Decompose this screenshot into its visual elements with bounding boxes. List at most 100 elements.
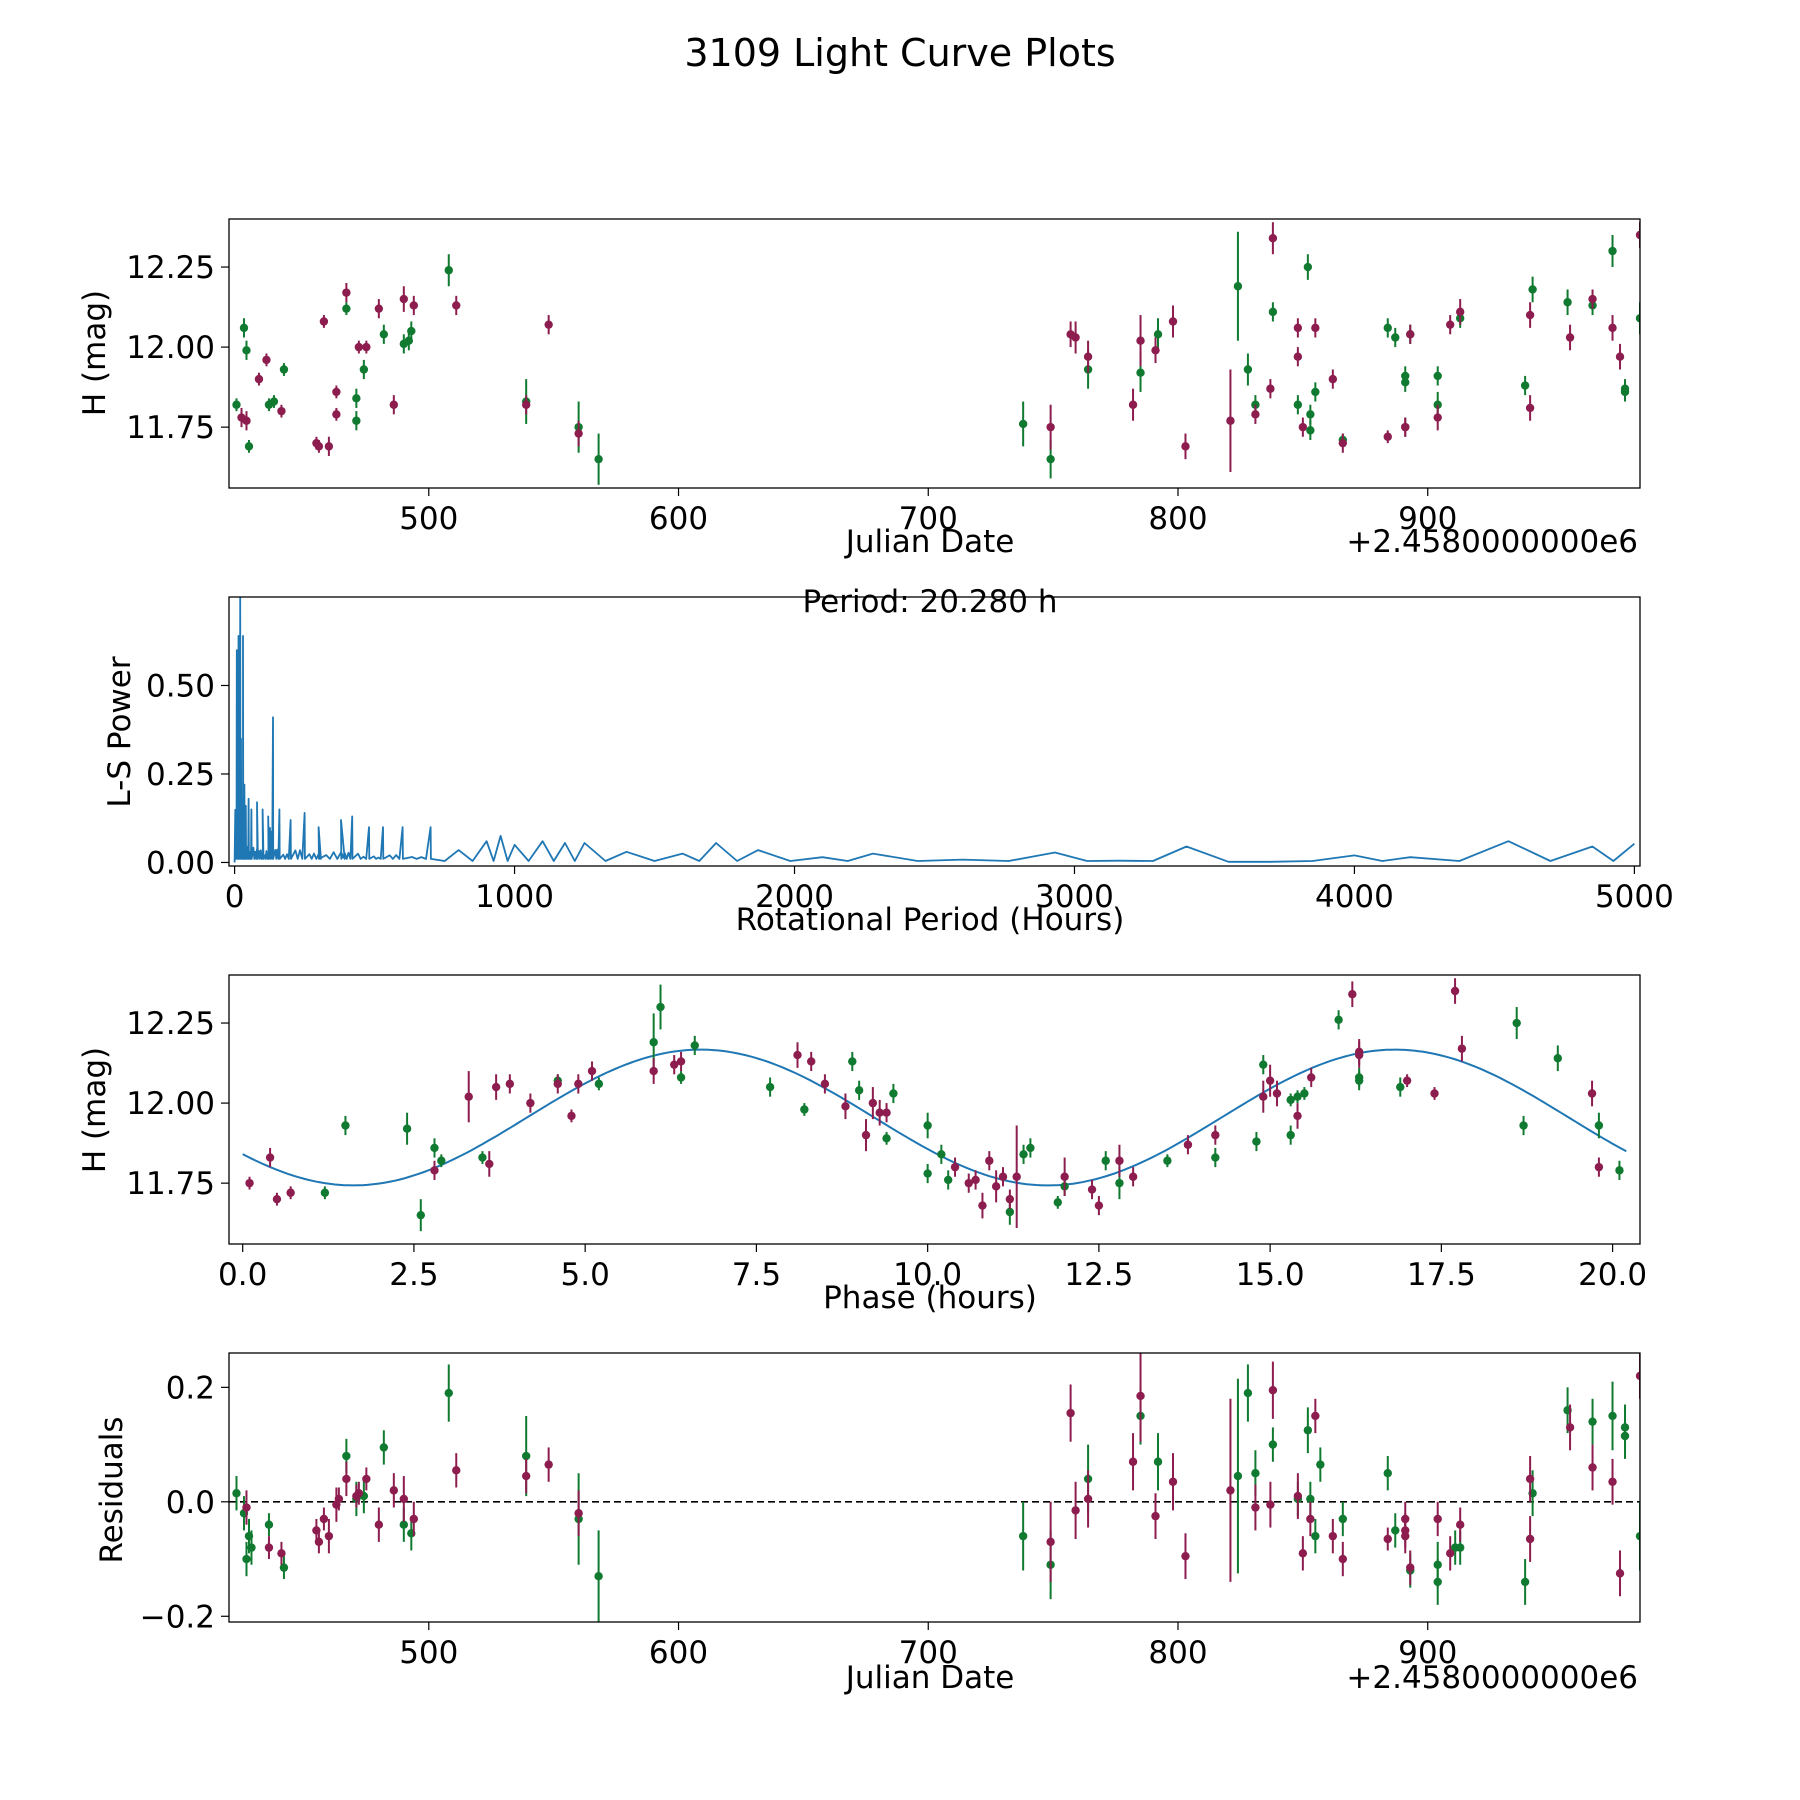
lightcurve-purple-point [399,294,409,304]
phased-green-point [1286,1095,1295,1105]
residuals-purple-point [1525,1534,1535,1544]
residuals-purple-point [1046,1537,1055,1547]
phased-purple-point [793,1050,802,1060]
residuals-ytick-label: 0.2 [166,1370,215,1406]
residuals-green-point [264,1520,274,1529]
lightcurve-purple-point [1401,422,1410,432]
residuals-purple-point [1311,1411,1320,1421]
lightcurve-green-point [1401,371,1410,381]
residuals-purple-point [1328,1531,1338,1541]
phased-xtick-label: 12.5 [1064,1257,1133,1293]
phased-purple-point [464,1092,473,1101]
lightcurve-plot-area: 500 600 700 800 900 11.75 12.00 12.25 [126,218,1641,537]
residuals-green-point [521,1451,531,1461]
periodogram-panel: 0 1000 2000 3000 4000 5000 0.00 0.25 0.50 Period… [102,584,1674,938]
phased-xtick-label: 17.5 [1407,1257,1476,1293]
phased-purple-point [875,1108,884,1117]
phased-green-point [1354,1076,1364,1085]
lightcurve-green-point [1136,368,1145,377]
residuals-panel: 500 600 700 800 900 −0.2 0.0 0.2 Julian Date +2… [94,1352,1641,1696]
phased-purple-point [574,1079,583,1089]
phased-green-point [1019,1150,1028,1159]
phased-green-point [594,1079,604,1089]
phased-green-point [1163,1156,1172,1165]
lightcurve-purple-point [242,416,251,425]
lightcurve-xtick-label: 500 [399,501,458,537]
phased-green-point [1615,1166,1624,1175]
phased-purple-point [978,1201,987,1210]
phased-frame [228,974,1641,1245]
lightcurve-xlabel: Julian Date [844,524,1015,560]
residuals-green-point [1268,1440,1278,1449]
residuals-green-point [247,1543,256,1552]
residuals-green-point [1383,1468,1392,1478]
phased-green-point [1101,1156,1110,1165]
residuals-purple-point [1293,1491,1303,1501]
residuals-purple-point [314,1537,324,1547]
lightcurve-green-point [239,323,249,333]
phased-green-point [1396,1082,1405,1092]
lightcurve-green-point [1563,298,1572,307]
residuals-green-point [1608,1411,1617,1421]
phased-green-point [923,1169,932,1178]
lightcurve-ytick-label: 11.75 [126,410,215,446]
phased-purple-point [430,1166,439,1175]
phased-green-point [1259,1060,1268,1069]
phased-xlabel: Phase (hours) [823,1280,1037,1316]
periodogram-xlabel: Rotational Period (Hours) [736,902,1125,938]
residuals-green-point [1391,1526,1400,1535]
lightcurve-ylabel: H (mag) [77,290,113,416]
phased-purple-point [1587,1089,1597,1098]
lightcurve-green-point [352,416,361,425]
residuals-purple-point [1433,1514,1442,1524]
phased-purple-point [553,1079,562,1089]
lightcurve-purple-point [1298,422,1308,432]
periodogram-xtick-label: 0 [225,879,245,915]
residuals-purple-point [1565,1423,1575,1432]
residuals-purple-point [409,1514,419,1524]
lightcurve-purple-point [1565,333,1575,342]
phased-ytick-label: 12.25 [126,1006,215,1042]
residuals-purple-point [324,1531,334,1541]
lightcurve-green-point [1620,384,1630,393]
residuals-purple-point [1401,1531,1410,1541]
lightcurve-green-point [342,304,351,313]
lightcurve-purple-point [1525,310,1535,320]
lightcurve-purple-point [1588,294,1597,304]
residuals-purple-point [1071,1506,1080,1515]
lightcurve-green-point [1608,246,1617,256]
lightcurve-green-point [352,394,361,403]
lightcurve-purple-point [332,410,341,419]
lightcurve-green-point [1635,314,1640,323]
phased-panel: 0.0 2.5 5.0 7.5 10.0 12.5 15.0 17.5 20.0 11.75 12.… [77,974,1647,1316]
lightcurve-purple-point [1433,413,1442,422]
residuals-purple-point [1136,1391,1145,1401]
phased-xtick-label: 5.0 [561,1257,610,1293]
residuals-purple-point [544,1460,553,1469]
lightcurve-green-point [1383,323,1392,333]
residuals-green-point [444,1388,453,1398]
phased-green-point [341,1121,350,1130]
residuals-purple-point [1455,1520,1465,1529]
phased-green-point [1334,1015,1343,1025]
residuals-xlabel: Julian Date [844,1660,1015,1696]
phased-purple-point [265,1153,275,1162]
phased-xtick-label: 15.0 [1236,1257,1305,1293]
phased-green-point [1053,1198,1062,1207]
residuals-xtick-label: 700 [899,1635,958,1671]
lightcurve-green-point [1311,387,1320,397]
lightcurve-green-point [1018,419,1028,429]
lightcurve-panel: 500 600 700 800 900 11.75 12.00 12.25 Julian Da… [77,218,1641,560]
phased-purple-point [1272,1089,1282,1098]
lightcurve-green-point [279,365,289,374]
lightcurve-green-point [407,326,416,336]
phased-purple-point [991,1182,1001,1191]
phased-purple-point [505,1079,515,1089]
residuals-green-point [1251,1468,1260,1478]
phased-purple-point [1457,1044,1467,1053]
phased-green-point [416,1210,425,1220]
residuals-purple-point [362,1474,371,1484]
residuals-xtick-label: 800 [1148,1635,1207,1671]
lightcurve-purple-point [409,301,419,310]
lightcurve-frame [228,218,1641,489]
